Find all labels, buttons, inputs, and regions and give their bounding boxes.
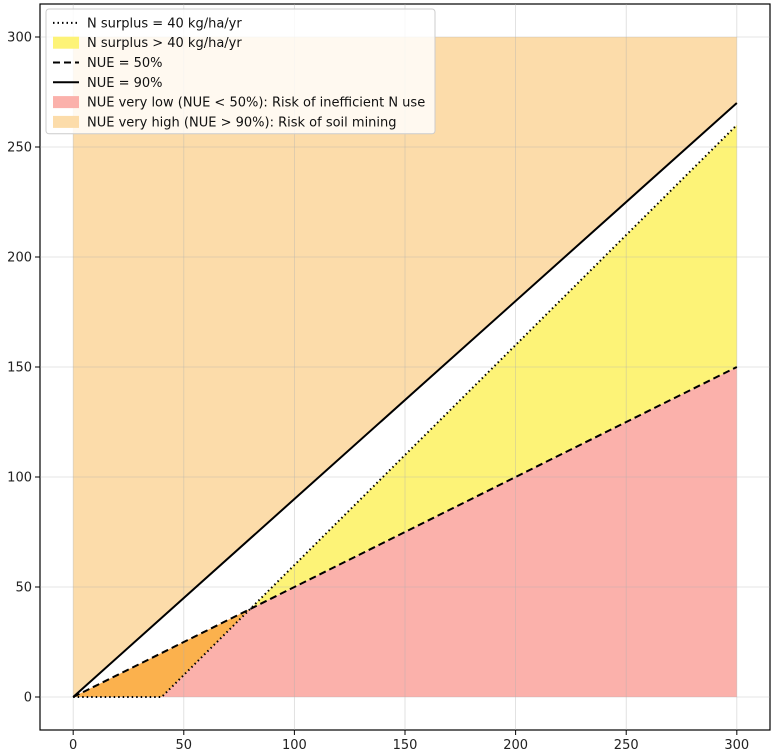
x-tick-label-1: 50 — [176, 738, 193, 750]
area-layer — [73, 37, 737, 697]
y-tick-label-5: 250 — [7, 141, 32, 156]
y-tick-label-0: 0 — [24, 691, 32, 706]
area-2 — [250, 125, 737, 609]
legend: N surplus = 40 kg/ha/yr N surplus > 40 kg… — [45, 8, 436, 135]
y-tick-label-2: 100 — [7, 471, 32, 486]
series-line-1 — [72, 366, 738, 698]
legend-patch-swatch-5 — [53, 115, 79, 128]
x-axis: 0 50 100 150 200 250 300 — [69, 730, 749, 750]
legend-label-0: N surplus = 40 kg/ha/yr — [87, 16, 242, 31]
x-tick-label-0: 0 — [69, 738, 77, 750]
legend-label-4: NUE very low (NUE < 50%): Risk of ineffi… — [87, 96, 425, 111]
area-3 — [73, 609, 251, 697]
y-axis: 0 50 100 150 200 250 300 — [7, 31, 40, 706]
legend-patch-swatch-1 — [53, 36, 79, 49]
legend-label-3: NUE = 90% — [87, 76, 163, 91]
x-tick-label-4: 200 — [503, 738, 528, 750]
y-tick-label-6: 300 — [7, 31, 32, 46]
x-tick-label-5: 250 — [614, 738, 639, 750]
y-tick-label-4: 200 — [7, 251, 32, 266]
legend-label-5: NUE very high (NUE > 90%): Risk of soil … — [87, 115, 397, 130]
x-tick-label-2: 100 — [282, 738, 307, 750]
y-tick-label-1: 50 — [15, 581, 32, 596]
legend-label-1: N surplus > 40 kg/ha/yr — [87, 36, 242, 51]
x-tick-label-6: 300 — [724, 738, 749, 750]
area-0 — [73, 37, 737, 697]
series-line-2 — [72, 102, 738, 698]
x-tick-label-3: 150 — [393, 738, 418, 750]
y-tick-label-3: 150 — [7, 361, 32, 376]
line-layer — [72, 102, 738, 698]
legend-patch-swatch-4 — [53, 96, 79, 109]
legend-box — [45, 8, 436, 135]
legend-label-2: NUE = 50% — [87, 56, 163, 71]
